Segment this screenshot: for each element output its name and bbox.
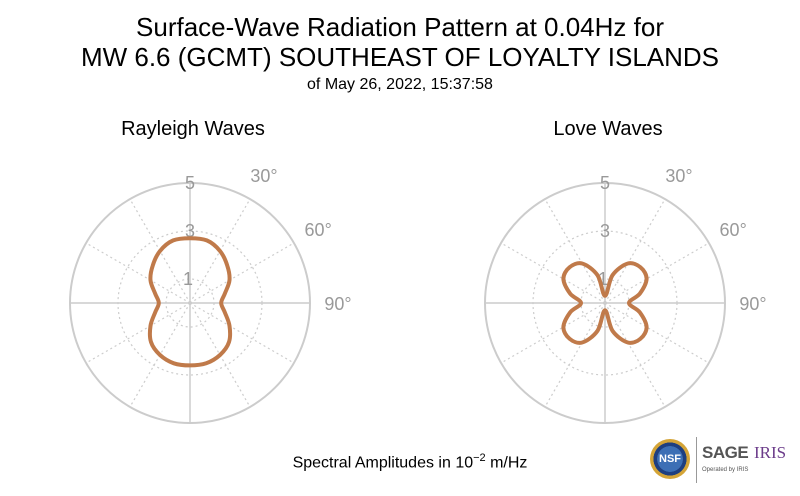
unit-base: 10 — [455, 454, 474, 472]
love-spoke — [604, 302, 666, 408]
unit-suffix: m/Hz — [485, 454, 528, 472]
rayleigh-panel-title: Rayleigh Waves — [121, 118, 265, 140]
unit-prefix: Spectral Amplitudes in — [292, 454, 456, 472]
rayleigh-r-tick-label: 1 — [183, 269, 193, 289]
love-spoke — [604, 198, 666, 304]
chart-date: of May 26, 2022, 15:37:58 — [307, 76, 493, 93]
rayleigh-radiation-pattern-line — [147, 236, 233, 368]
love-angle-tick-label: 90° — [739, 294, 766, 314]
love-spoke — [544, 302, 606, 408]
love-spoke — [604, 302, 710, 364]
rayleigh-r-tick-label: 3 — [185, 221, 195, 241]
rayleigh-angle-tick-label: 90° — [324, 294, 351, 314]
love-spoke — [500, 302, 606, 364]
rayleigh-r-tick-label: 5 — [185, 173, 195, 193]
love-spoke — [604, 242, 710, 304]
rayleigh-angle-tick-label: 30° — [250, 166, 277, 186]
chart-title: Surface-Wave Radiation Pattern at 0.04Hz… — [136, 12, 664, 42]
rayleigh-spoke — [189, 242, 295, 304]
unit-exponent: −2 — [473, 452, 486, 464]
love-angle-tick-label: 30° — [665, 166, 692, 186]
logo-group: NSF SAGE IRIS Operated by IRIS — [650, 435, 795, 490]
rayleigh-spoke — [85, 242, 191, 304]
love-r-tick-label: 5 — [600, 173, 610, 193]
love-r-tick-label: 3 — [600, 221, 610, 241]
chart-subtitle: MW 6.6 (GCMT) SOUTHEAST OF LOYALTY ISLAN… — [80, 42, 720, 72]
love-spoke — [544, 198, 606, 304]
nsf-logo: NSF — [650, 439, 690, 479]
love-r-tick-label: 1 — [598, 269, 608, 289]
logo-divider — [696, 437, 697, 483]
rayleigh-spoke — [85, 302, 191, 364]
love-radiation-pattern-line — [561, 261, 649, 345]
love-angle-tick-label: 60° — [720, 220, 747, 240]
rayleigh-spoke — [189, 302, 295, 364]
love-spoke — [500, 242, 606, 304]
operated-by-text: Operated by IRIS — [702, 467, 749, 473]
rayleigh-angle-tick-label: 60° — [305, 220, 332, 240]
sage-logo-text: SAGE — [702, 443, 749, 462]
love-panel-title: Love Waves — [553, 118, 663, 140]
iris-logo-text: IRIS — [754, 443, 787, 462]
axis-unit-label: Spectral Amplitudes in 10−2 m/Hz — [0, 452, 800, 472]
